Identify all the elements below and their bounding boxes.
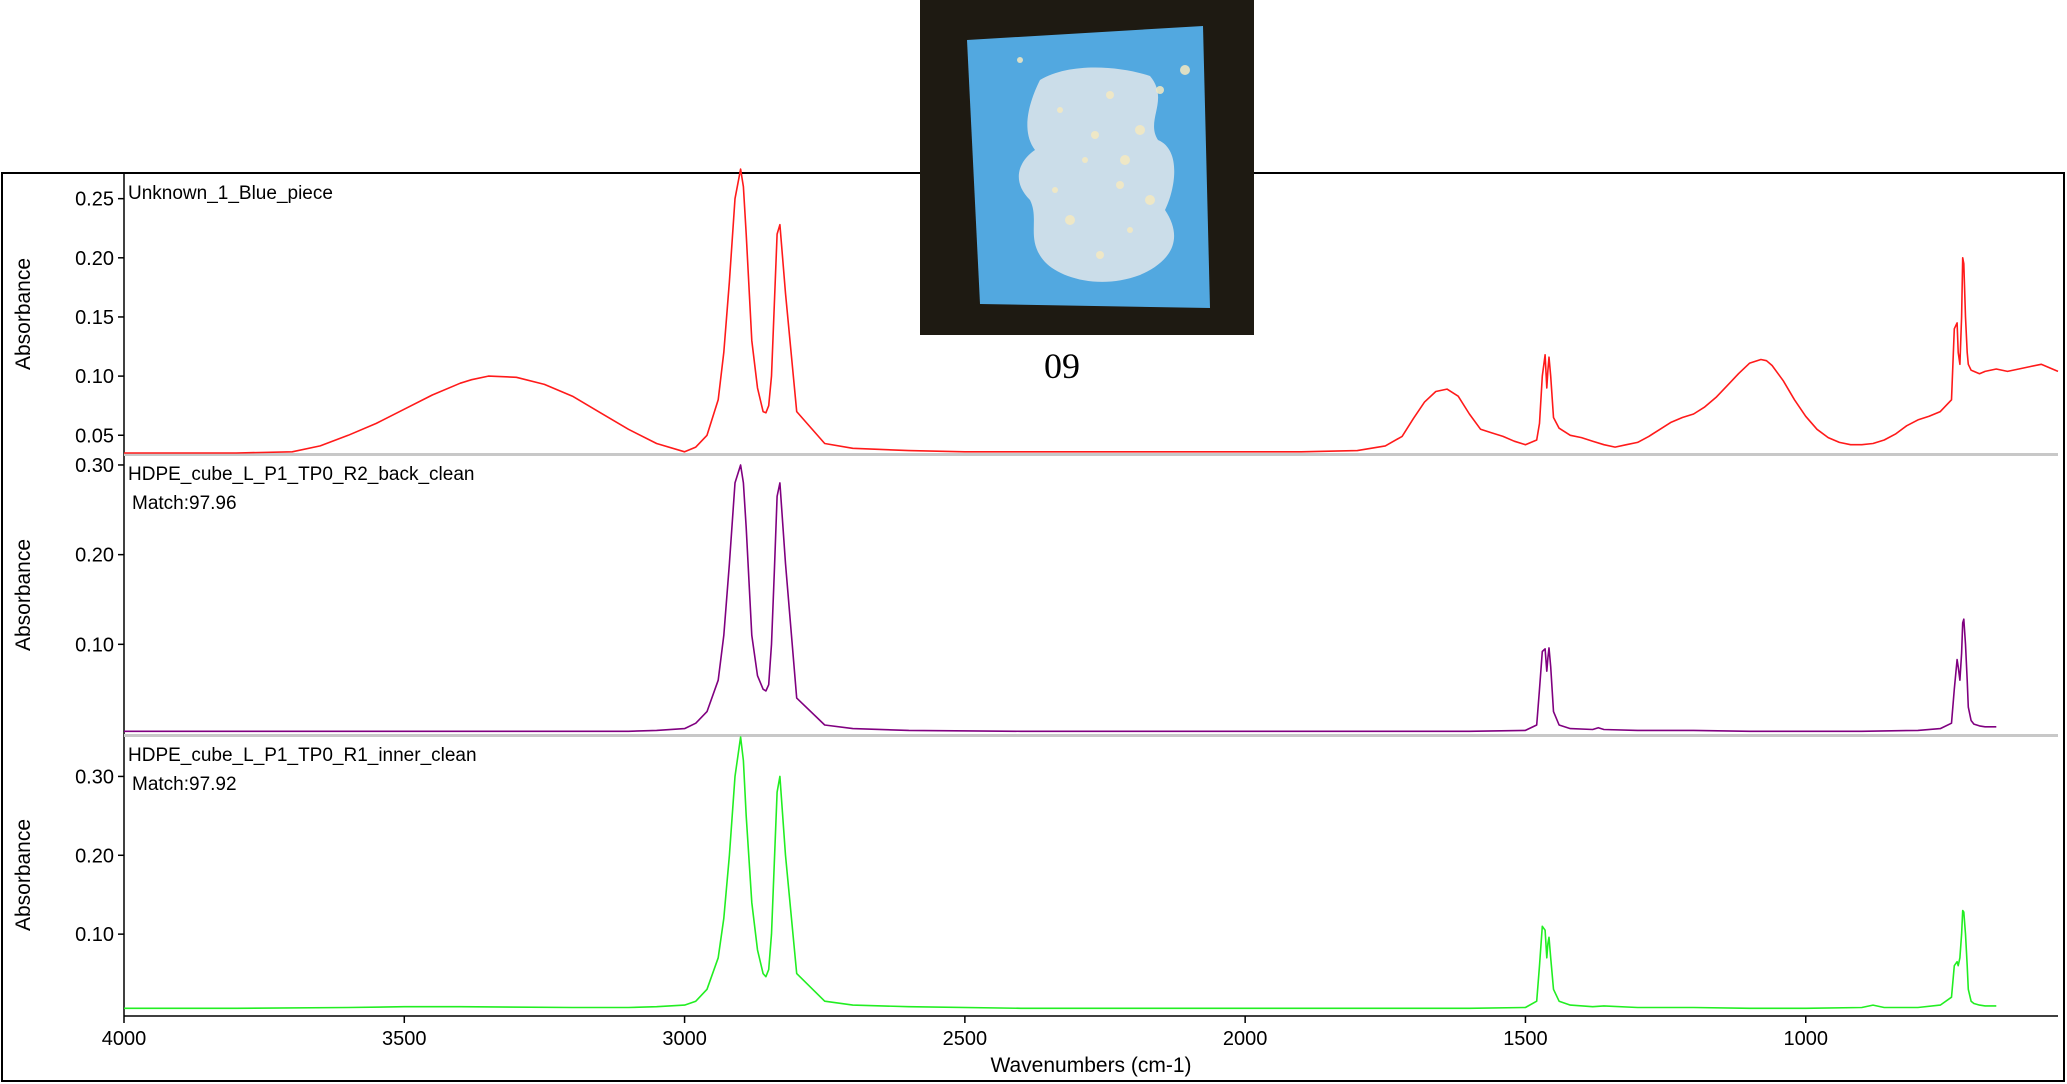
x-tick-label: 3500 (382, 1028, 427, 1050)
x-tick-label: 1500 (1503, 1028, 1548, 1050)
spectrum-line-unknown-1-blue-piece (124, 168, 2059, 454)
panel-2: 0.10 0.20 0.30 Absorbance HDPE_cube_L_P1_TP0… (12, 455, 2058, 737)
y-tick-label: 0.10 (75, 366, 114, 388)
x-tick-label: 3000 (662, 1028, 707, 1050)
y-axis-title: Absorbance (12, 258, 35, 370)
deposit-specks (1017, 57, 1190, 259)
panel-3: 0.10 0.20 0.30 Absorbance HDPE_cube_L_P1_TP0… (12, 736, 1997, 1010)
spectrum-line-hdpe-cube-l-p1-tp0-r2-back-clean (124, 464, 1997, 733)
y-tick-label: 0.25 (75, 189, 114, 211)
deposit-speck (1145, 195, 1155, 205)
deposit-speck (1057, 107, 1063, 113)
panel-title: HDPE_cube_L_P1_TP0_R1_inner_clean (128, 745, 477, 766)
deposit-speck (1065, 215, 1075, 225)
deposit-speck (1116, 181, 1124, 189)
y-tick-label: 0.05 (75, 425, 114, 447)
x-tick-label: 4000 (102, 1028, 147, 1050)
deposit-speck (1017, 57, 1023, 63)
y-tick-label: 0.10 (75, 924, 114, 946)
match-score: Match:97.92 (132, 774, 237, 795)
deposit-speck (1120, 155, 1130, 165)
spectra-panels: 0.05 0.10 0.15 0.20 0.25 Absorbance Unknown_1_… (12, 168, 2059, 1010)
y-axis-title: Absorbance (12, 539, 35, 651)
x-axis: 4000 3500 3000 2500 2000 1500 1000 Wavenumbers … (102, 1015, 2058, 1077)
panel-1: 0.05 0.10 0.15 0.20 0.25 Absorbance Unknown_1_… (12, 168, 2059, 456)
y-tick-label: 0.15 (75, 307, 114, 329)
y-tick-label: 0.20 (75, 545, 114, 567)
particle-deposit (1018, 67, 1175, 282)
deposit-speck (1052, 187, 1058, 193)
deposit-speck (1082, 157, 1088, 163)
panel-title: HDPE_cube_L_P1_TP0_R2_back_clean (128, 464, 474, 485)
deposit-speck (1156, 86, 1164, 94)
match-score: Match:97.96 (132, 493, 237, 514)
y-tick-label: 0.30 (75, 455, 114, 477)
sample-photo: 09 (920, 0, 1254, 386)
y-tick-label: 0.20 (75, 248, 114, 270)
y-tick-label: 0.20 (75, 845, 114, 867)
deposit-speck (1180, 65, 1190, 75)
x-tick-label: 2500 (943, 1028, 988, 1050)
x-tick-label: 1000 (1783, 1028, 1828, 1050)
deposit-speck (1135, 125, 1145, 135)
panel-title: Unknown_1_Blue_piece (128, 183, 333, 204)
sample-caption: 09 (1044, 346, 1080, 386)
y-axis-title: Absorbance (12, 819, 35, 931)
deposit-speck (1096, 251, 1104, 259)
x-axis-title: Wavenumbers (cm-1) (990, 1054, 1191, 1077)
x-tick-label: 2000 (1223, 1028, 1268, 1050)
deposit-speck (1091, 131, 1099, 139)
deposit-speck (1127, 227, 1133, 233)
y-tick-label: 0.30 (75, 766, 114, 788)
deposit-speck (1106, 91, 1114, 99)
spectrum-line-hdpe-cube-l-p1-tp0-r1-inner-clean (124, 736, 1997, 1010)
y-tick-label: 0.10 (75, 634, 114, 656)
